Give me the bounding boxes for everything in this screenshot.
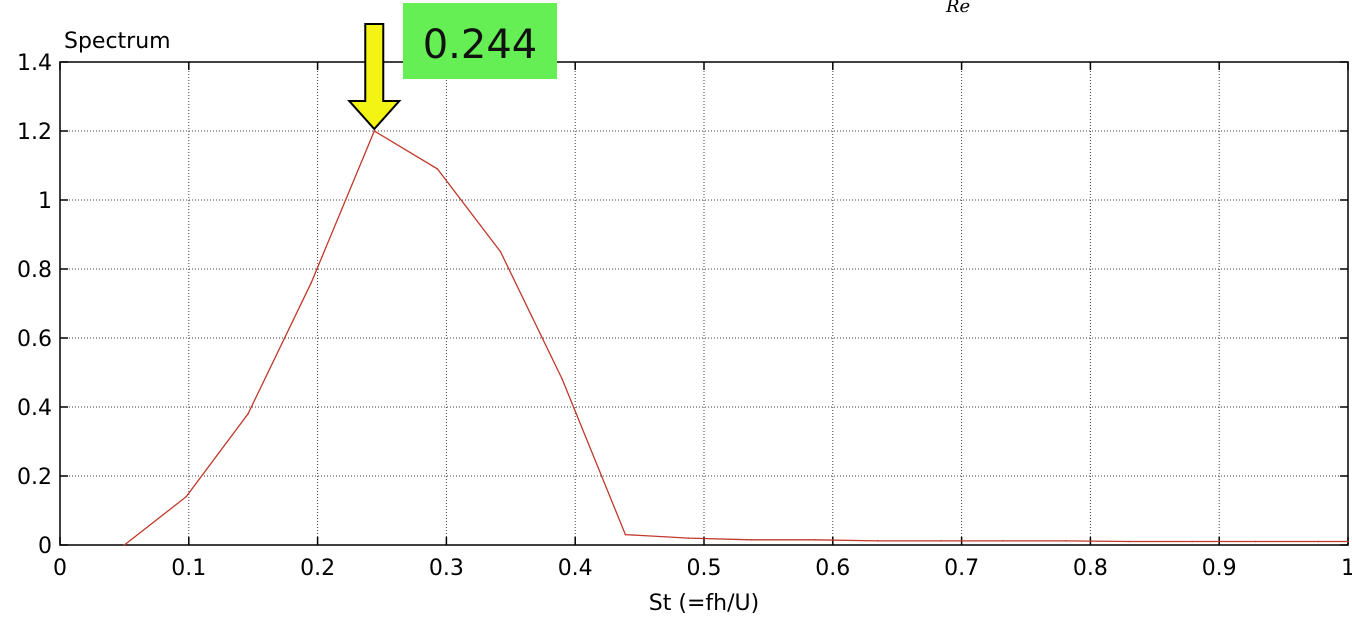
x-tick-label: 0.4	[558, 556, 593, 581]
x-tick-label: 0.6	[815, 556, 850, 581]
grid-lines	[60, 62, 1348, 545]
series-point	[813, 539, 816, 541]
x-tick-label: 0.8	[1073, 556, 1108, 581]
corner-text-fragment: Re	[945, 0, 970, 17]
series-point	[1065, 540, 1067, 542]
series-point	[1002, 540, 1004, 542]
series-point	[561, 378, 564, 381]
x-tick-label: 0.3	[429, 556, 464, 581]
y-tick-label: 0.4	[17, 396, 52, 421]
x-tick-label: 0.1	[171, 556, 206, 581]
series-point	[185, 495, 188, 498]
y-tick-labels: 0 0.2 0.4 0.6 0.8 1 1.2 1.4	[17, 51, 52, 559]
peak-callout-box	[403, 3, 557, 79]
y-tick-label: 0.2	[17, 465, 52, 490]
series-point	[310, 282, 312, 284]
x-tick-label: 0	[53, 556, 67, 581]
x-axis-title: St (=fh/U)	[649, 591, 759, 616]
x-tick-labels: 0 0.1 0.2 0.3 0.4 0.5 0.6 0.7 0.8 0.9 1	[53, 556, 1352, 581]
series-layer	[123, 130, 1349, 546]
series-point	[1191, 540, 1193, 543]
x-tick-label: 0.2	[300, 556, 335, 581]
series-point	[1254, 540, 1257, 543]
x-tick-label: 0.9	[1202, 556, 1237, 581]
series-point	[123, 544, 126, 546]
series-point	[624, 533, 627, 536]
y-tick-label: 0.6	[17, 327, 52, 352]
y-axis-title: Spectrum	[64, 29, 171, 54]
series-point	[877, 540, 879, 542]
series-point	[247, 413, 249, 415]
peak-arrow-icon	[347, 23, 402, 131]
y-tick-label: 0.8	[17, 258, 52, 283]
y-tick-label: 1.4	[17, 51, 52, 76]
series-point	[750, 539, 753, 541]
series-point	[940, 540, 942, 542]
peak-annotation: 0.244	[347, 3, 557, 131]
series-point	[436, 168, 439, 170]
peak-callout-value: 0.244	[423, 22, 538, 68]
y-tick-label: 0	[38, 534, 52, 559]
x-tick-label: 1	[1341, 556, 1352, 581]
y-tick-label: 1	[38, 189, 52, 214]
y-tick-label: 1.2	[17, 120, 52, 145]
series-point	[373, 130, 376, 132]
series-point	[1347, 540, 1349, 543]
series-point	[1128, 540, 1130, 543]
x-tick-label: 0.5	[687, 556, 722, 581]
series-point	[687, 537, 690, 539]
series-point	[1317, 540, 1320, 543]
series-point	[499, 250, 502, 253]
x-tick-label: 0.7	[944, 556, 979, 581]
